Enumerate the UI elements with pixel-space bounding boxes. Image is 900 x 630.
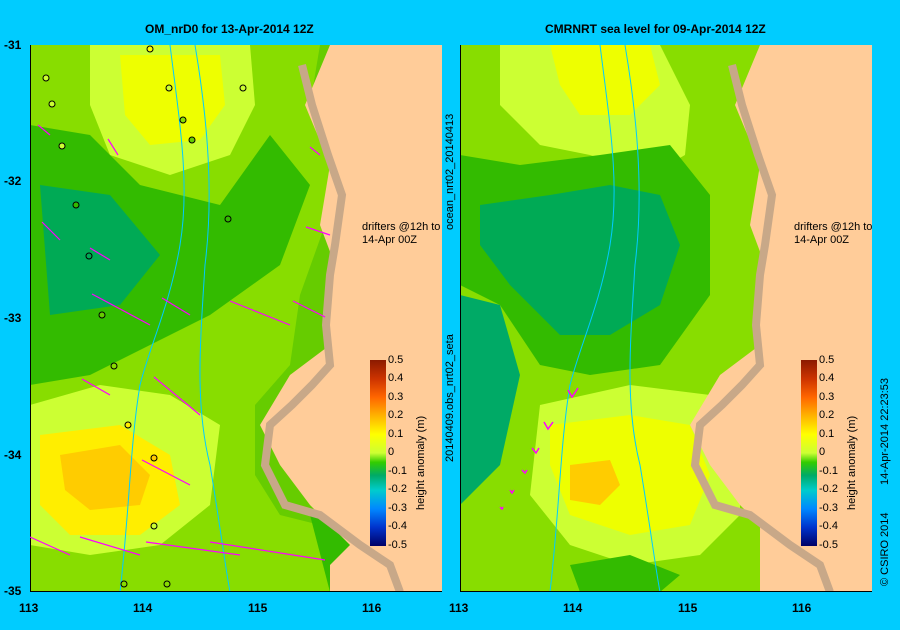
x-axis-label: 116 <box>362 601 382 615</box>
drifter-markers <box>42 45 247 588</box>
left-colorbar <box>370 360 386 546</box>
y-axis-label: -31 <box>4 38 22 52</box>
bathymetry-contour <box>119 45 185 592</box>
right-drifters-label: drifters @12h to 14-Apr 00Z <box>794 221 872 247</box>
colorbar-tick: -0.1 <box>388 465 407 477</box>
side-label-bottom: 20140409.obs_nrt02_seta <box>444 334 456 462</box>
colorbar-tick: 0.3 <box>819 391 835 403</box>
right-map-title: CMRNRT sea level for 09-Apr-2014 12Z <box>545 22 766 36</box>
colorbar-tick: 0.2 <box>819 409 835 421</box>
left-map-panel <box>30 45 442 592</box>
colorbar-tick: -0.4 <box>819 520 838 532</box>
drifter-arrows <box>30 124 331 561</box>
colorbar-tick: -0.2 <box>819 483 838 495</box>
credit-timestamp: 14-Apr-2014 22:23:53 <box>879 377 891 485</box>
drifters-label-line: drifters @12h to <box>362 221 441 233</box>
colorbar-tick: -0.3 <box>388 502 407 514</box>
x-axis-label: 114 <box>563 601 583 615</box>
left-drifters-label: drifters @12h to 14-Apr 00Z <box>362 221 440 247</box>
left-map-graphic <box>30 45 442 592</box>
drifters-label-line: 14-Apr 00Z <box>362 234 418 246</box>
colorbar-tick: -0.1 <box>819 465 838 477</box>
y-axis-label: -32 <box>4 174 22 188</box>
left-colorbar-label: height anomaly (m) <box>415 415 427 510</box>
colorbar-tick: 0.1 <box>388 428 404 440</box>
drifters-label-line: 14-Apr 00Z <box>794 234 850 246</box>
colorbar-tick: 0.4 <box>819 372 835 384</box>
y-axis-label: -35 <box>4 584 22 598</box>
colorbar-tick: -0.5 <box>819 539 838 551</box>
colorbar-tick: -0.2 <box>388 483 407 495</box>
left-map-title: OM_nrD0 for 13-Apr-2014 12Z <box>145 22 314 36</box>
credit-copyright: © CSIRO 2014 <box>879 512 891 586</box>
right-colorbar <box>801 360 817 546</box>
x-axis-label: 115 <box>678 601 698 615</box>
colorbar-tick: 0.2 <box>388 409 404 421</box>
right-colorbar-ticks: 0.5 0.4 0.3 0.2 0.1 0 -0.1 -0.2 -0.3 -0.… <box>819 354 859 551</box>
colorbar-tick: 0.1 <box>819 428 835 440</box>
drifters-label-line: drifters @12h to <box>794 221 873 233</box>
colorbar-tick: 0.5 <box>819 354 835 366</box>
colorbar-tick: -0.5 <box>388 539 407 551</box>
colorbar-tick: 0 <box>388 446 395 458</box>
colorbar-tick: -0.3 <box>819 502 838 514</box>
y-axis-label: -33 <box>4 311 22 325</box>
colorbar-tick: 0.5 <box>388 354 404 366</box>
right-map-graphic <box>460 45 872 592</box>
colorbar-tick: 0.3 <box>388 391 404 403</box>
x-axis-label: 116 <box>792 601 812 615</box>
x-axis-label: 113 <box>19 601 39 615</box>
x-axis-label: 115 <box>248 601 268 615</box>
colorbar-tick: 0 <box>819 446 826 458</box>
colorbar-tick: 0.4 <box>388 372 404 384</box>
y-axis-label: -34 <box>4 448 22 462</box>
right-colorbar-label: height anomaly (m) <box>846 415 858 510</box>
colorbar-tick: -0.4 <box>388 520 407 532</box>
side-label-top: ocean_nrt02_20140413 <box>444 113 456 230</box>
x-axis-label: 113 <box>449 601 469 615</box>
left-colorbar-ticks: 0.5 0.4 0.3 0.2 0.1 0 -0.1 -0.2 -0.3 -0.… <box>388 354 428 551</box>
x-axis-label: 114 <box>133 601 153 615</box>
